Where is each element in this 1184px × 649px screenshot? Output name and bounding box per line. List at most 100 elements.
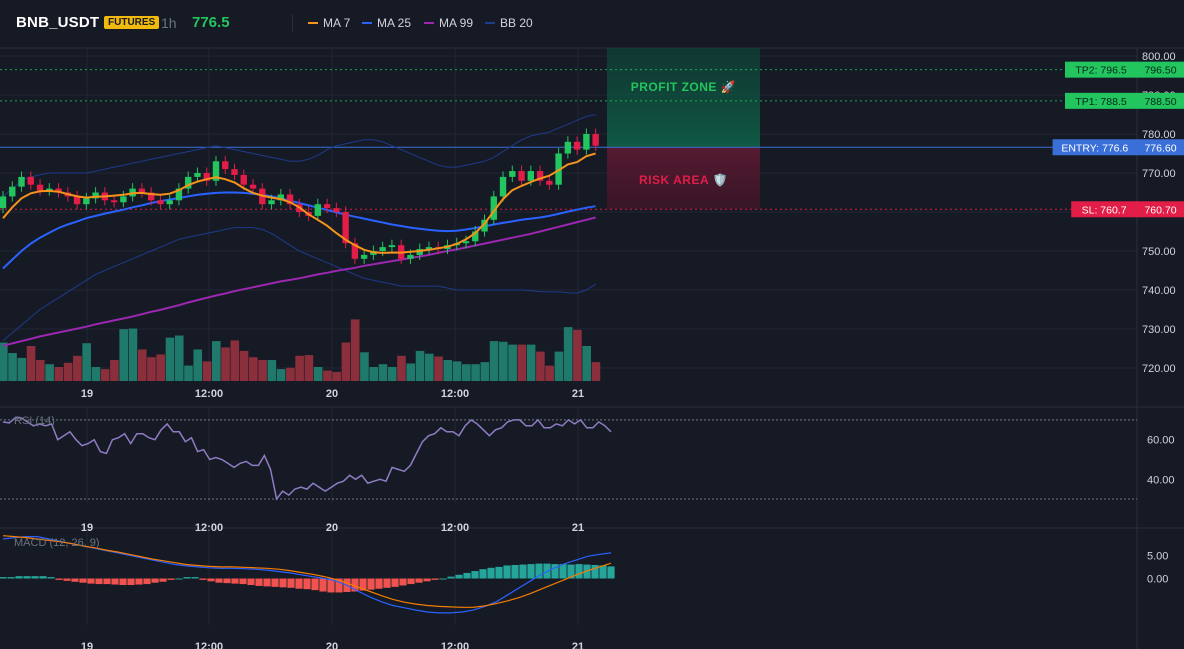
volume-bar xyxy=(563,327,573,381)
volume-bar xyxy=(128,328,138,381)
candle-body xyxy=(92,192,99,199)
header-divider xyxy=(292,14,293,32)
volume-bar xyxy=(156,354,166,381)
macd-histogram-bar xyxy=(391,578,399,587)
volume-bar xyxy=(230,340,240,381)
macd-histogram-bar xyxy=(495,566,503,579)
volume-bar xyxy=(174,335,184,381)
macd-histogram-bar xyxy=(311,578,319,591)
volume-bar xyxy=(221,347,230,381)
macd-histogram-bar xyxy=(351,578,359,592)
y-tick-label: 770.00 xyxy=(1142,168,1176,180)
candle-body xyxy=(333,208,340,212)
legend-ma99[interactable]: MA 99 xyxy=(424,16,473,30)
y-tick-label: 720.00 xyxy=(1142,363,1176,375)
volume-bar xyxy=(378,364,388,381)
macd-histogram-bar xyxy=(575,564,583,579)
macd-histogram-bar xyxy=(367,578,375,590)
candle-body xyxy=(472,231,479,242)
x-tick-label: 12:00 xyxy=(441,388,469,400)
candle-body xyxy=(46,188,53,191)
macd-y-tick: 0.00 xyxy=(1147,574,1168,586)
candle-body xyxy=(138,188,146,193)
legend-swatch xyxy=(362,22,372,24)
timeframe-label[interactable]: 1h xyxy=(161,15,177,31)
macd-histogram-bar xyxy=(335,578,343,593)
tp2-value-box xyxy=(1137,61,1184,78)
tp2-tag-box xyxy=(1065,61,1137,78)
volume-bar xyxy=(0,342,8,381)
candle-body xyxy=(36,184,44,191)
x-tick-label: 21 xyxy=(572,388,584,400)
macd-histogram-bar xyxy=(223,578,231,584)
macd-histogram-bar xyxy=(135,578,143,585)
candle-body xyxy=(481,219,488,232)
candle-body xyxy=(583,134,590,150)
volume-bar xyxy=(443,360,453,381)
volume-bar xyxy=(397,355,406,381)
macd-histogram-bar xyxy=(455,574,463,579)
volume-bar xyxy=(73,355,82,381)
macd-histogram-bar xyxy=(415,578,423,583)
volume-bar xyxy=(517,344,527,381)
legend-bb20[interactable]: BB 20 xyxy=(485,16,533,30)
macd-histogram-bar xyxy=(87,578,95,584)
tp1-tag: TP1: 788.5 xyxy=(1075,96,1127,108)
candle-body xyxy=(564,141,572,154)
volume-bar xyxy=(434,356,443,381)
legend-ma7[interactable]: MA 7 xyxy=(308,16,350,30)
candle-body xyxy=(518,171,525,181)
macd-histogram-bar xyxy=(511,565,519,579)
volume-bar xyxy=(286,367,295,381)
macd-histogram-bar xyxy=(327,578,335,593)
candle-body xyxy=(194,173,201,177)
macd-histogram-bar xyxy=(111,578,119,585)
volume-bar xyxy=(332,371,341,381)
x-tick-label: 21 xyxy=(572,522,584,534)
macd-histogram-bar xyxy=(599,565,607,579)
legend-ma25[interactable]: MA 25 xyxy=(362,16,411,30)
volume-bar xyxy=(406,363,416,381)
candle-body xyxy=(286,194,294,205)
macd-histogram-bar xyxy=(607,566,615,579)
macd-histogram-bar xyxy=(431,578,439,580)
y-tick-label: 750.00 xyxy=(1142,246,1176,258)
macd-histogram-bar xyxy=(487,567,495,579)
volume-bar xyxy=(45,364,54,381)
candle-body xyxy=(277,194,284,201)
macd-histogram-bar xyxy=(567,564,575,579)
candle-body xyxy=(509,171,516,177)
macd-histogram-bar xyxy=(199,578,207,580)
tp2-value: 796.50 xyxy=(1144,65,1176,77)
x-tick-label: 19 xyxy=(81,388,93,400)
symbol-name[interactable]: BNB_USDT xyxy=(16,14,100,31)
candle-body xyxy=(18,176,25,187)
macd-histogram-bar xyxy=(271,578,279,587)
candle-body xyxy=(222,161,229,170)
volume-bar xyxy=(360,352,369,381)
macd-histogram-bar xyxy=(39,576,47,579)
macd-histogram-bar xyxy=(551,564,559,579)
candle-body xyxy=(9,186,16,197)
sl-value: 760.70 xyxy=(1144,204,1176,216)
candle-body xyxy=(536,171,544,181)
legend-label: MA 25 xyxy=(377,16,412,30)
x-tick-label: 19 xyxy=(81,522,93,534)
candle-body xyxy=(55,188,62,193)
candle-body xyxy=(490,196,497,220)
volume-bar xyxy=(119,329,128,381)
macd-histogram-bar xyxy=(151,578,159,583)
last-price: 776.5 xyxy=(192,14,230,31)
risk-area xyxy=(607,147,760,210)
macd-histogram-bar xyxy=(183,577,191,579)
volume-bar xyxy=(341,342,351,381)
candle-body xyxy=(527,171,535,181)
candle-body xyxy=(268,200,275,205)
macd-histogram-bar xyxy=(375,578,383,589)
candle-body xyxy=(314,204,322,216)
macd-histogram-bar xyxy=(239,578,247,585)
volume-bar xyxy=(184,365,193,381)
macd-histogram-bar xyxy=(295,578,303,589)
volume-bar xyxy=(582,346,591,381)
